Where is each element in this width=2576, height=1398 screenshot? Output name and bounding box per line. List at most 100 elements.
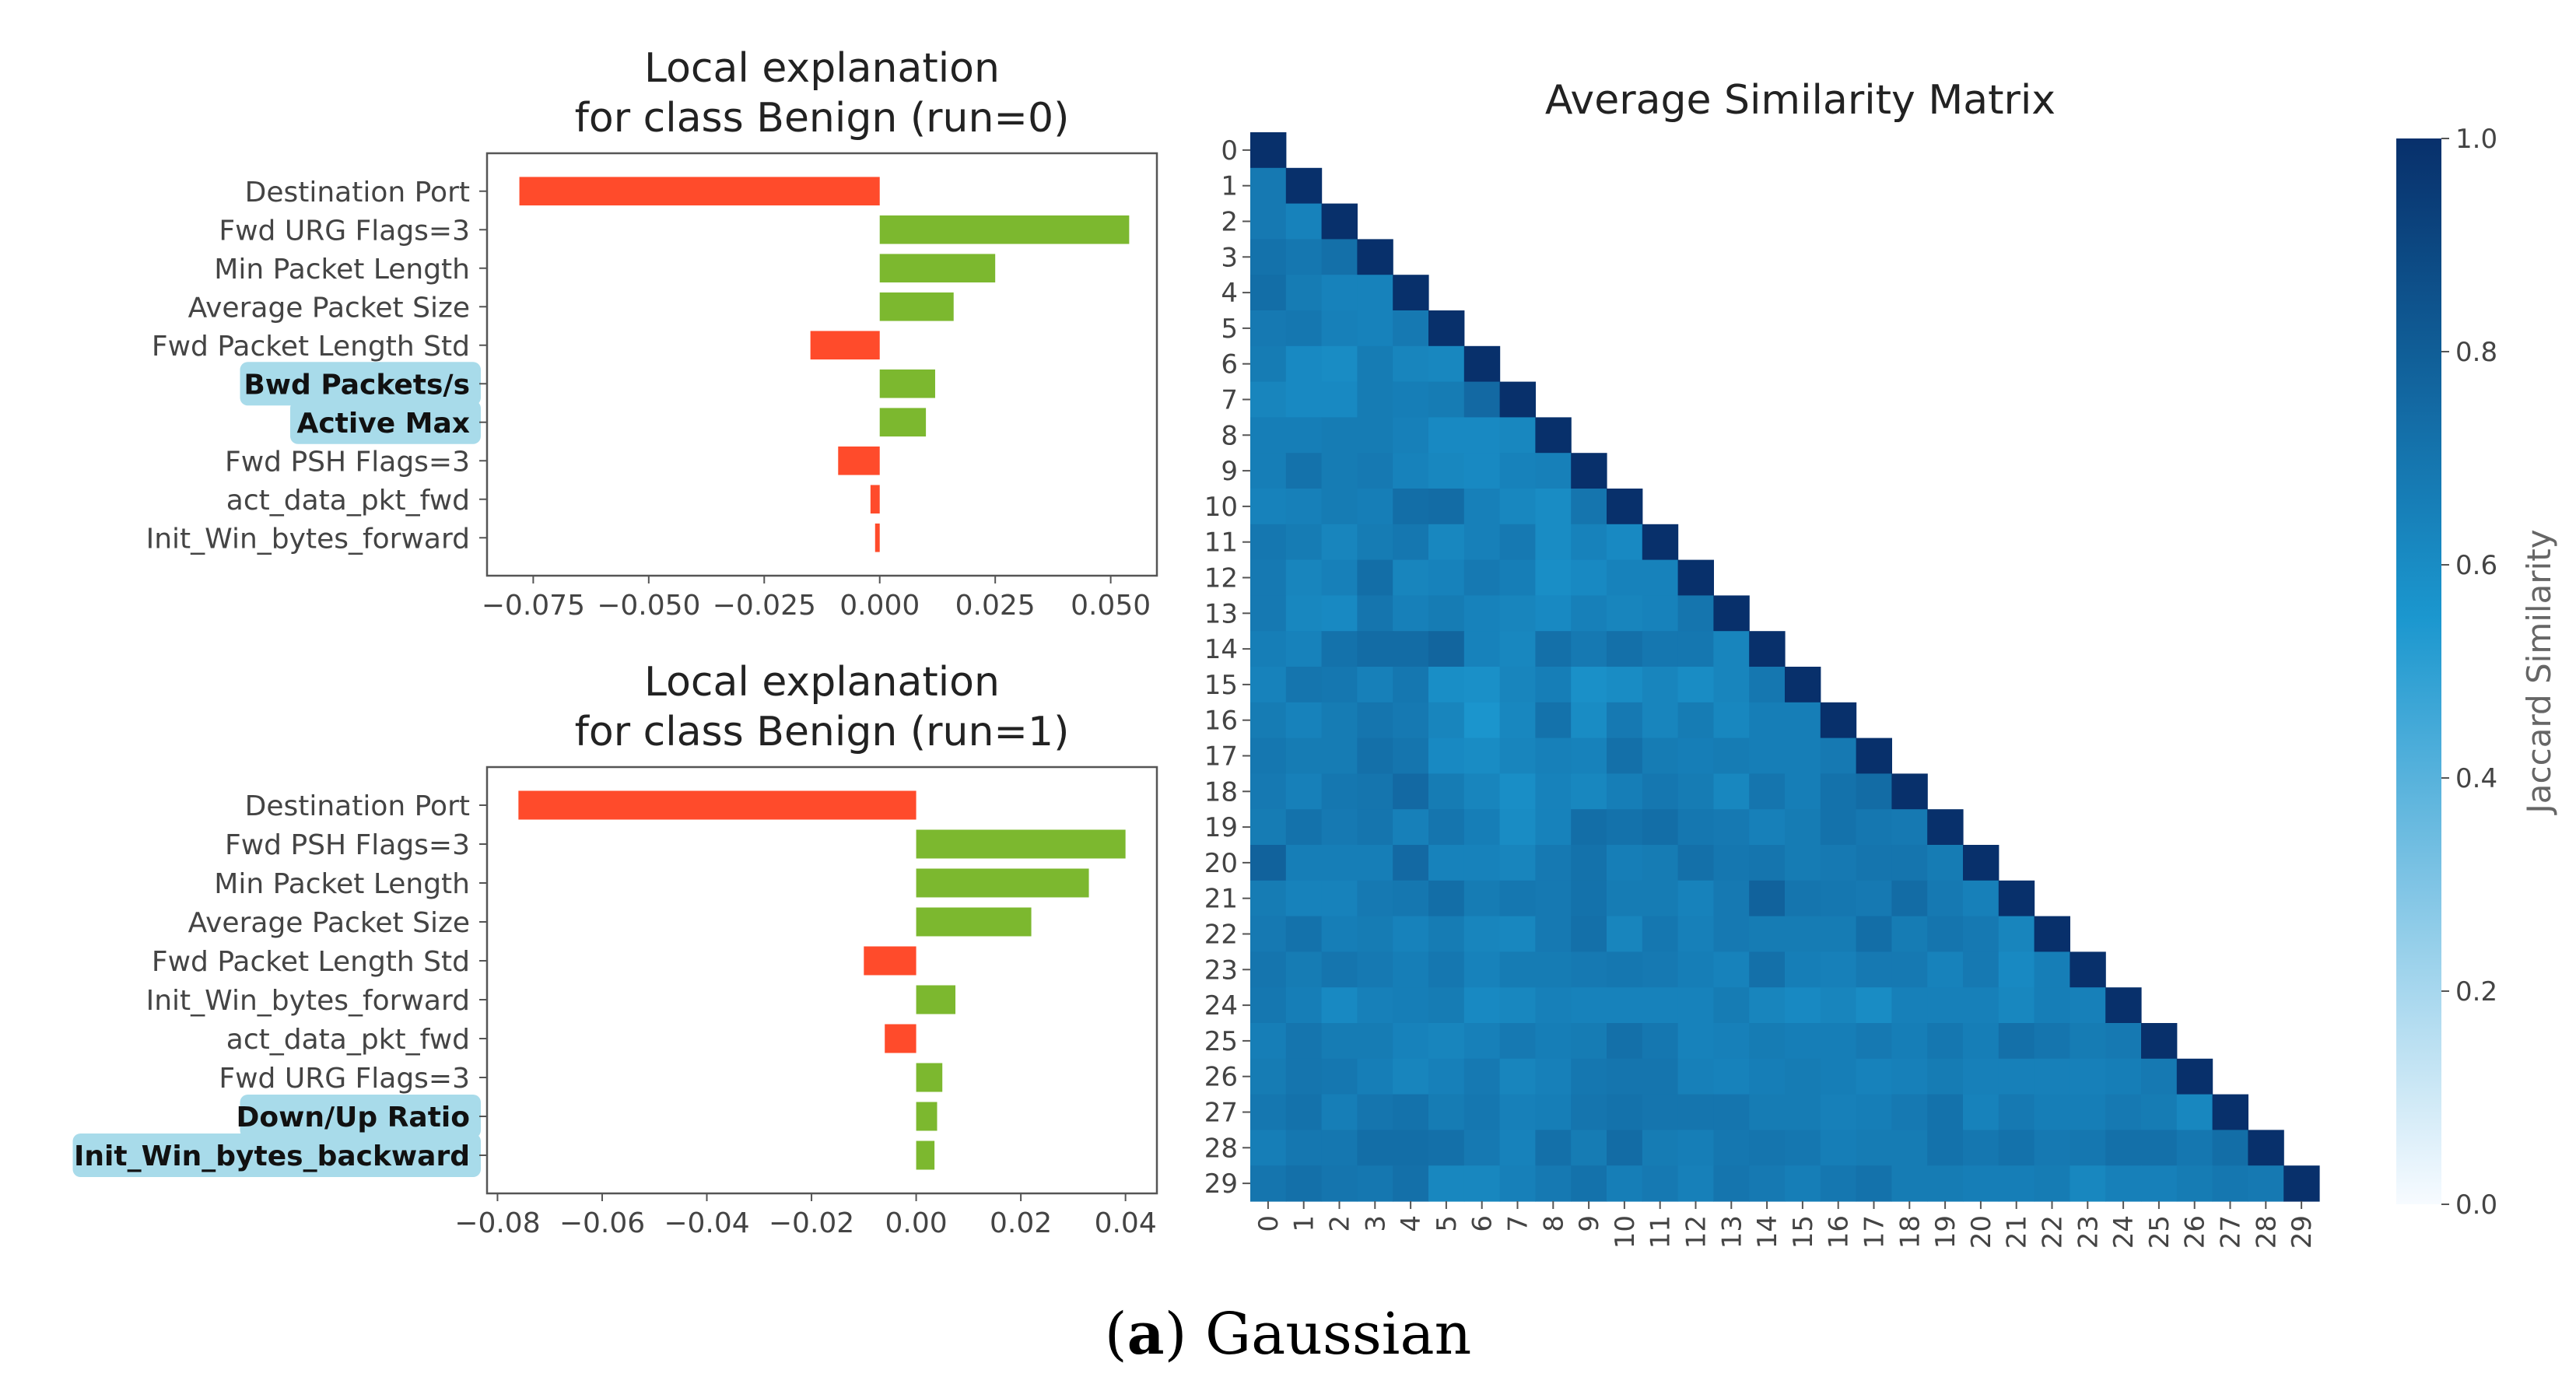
category-label: Min Packet Length	[214, 868, 470, 900]
heatmap-cell	[1927, 1165, 1964, 1202]
heatmap-cell	[1571, 1094, 1607, 1130]
heatmap-cell	[1250, 987, 1287, 1024]
heatmap-cell	[1677, 559, 1714, 596]
heatmap-cell	[1428, 417, 1465, 454]
heatmap-cell	[1285, 203, 1323, 240]
heatmap-cell	[1785, 773, 1821, 810]
x-tick-label: −0.06	[559, 1207, 645, 1239]
col-label: 11	[1645, 1215, 1677, 1249]
row-label: 10	[1204, 492, 1238, 523]
heatmap-cell	[1820, 1165, 1857, 1202]
row-label: 14	[1204, 634, 1238, 665]
heatmap-cell	[1749, 667, 1786, 703]
heatmap-cell	[1250, 880, 1287, 917]
heatmap-cell	[1463, 845, 1501, 881]
heatmap-cell	[1607, 559, 1643, 596]
heatmap-cell	[2070, 1058, 2106, 1095]
heatmap-cell	[1321, 1130, 1358, 1166]
heatmap-cell	[1642, 916, 1679, 952]
heatmap-cell	[1856, 773, 1892, 810]
row-label: 29	[1204, 1169, 1238, 1200]
heatmap-cell	[1357, 916, 1393, 952]
heatmap-cell	[2283, 1165, 2320, 1202]
heatmap-cell	[1321, 987, 1358, 1024]
heatmap-cell	[2034, 951, 2070, 988]
heatmap-cell	[1607, 1165, 1643, 1202]
heatmap-cell	[1642, 809, 1679, 846]
heatmap-cell	[1285, 453, 1323, 489]
heatmap-cell	[1321, 1023, 1358, 1060]
bar	[810, 331, 880, 360]
heatmap-cell	[1571, 987, 1607, 1024]
heatmap-cell	[2034, 916, 2070, 952]
heatmap-cell	[1463, 880, 1501, 917]
heatmap-cell	[1571, 1165, 1607, 1202]
heatmap-cell	[1285, 417, 1323, 454]
col-label: 0	[1253, 1215, 1284, 1232]
heatmap-cell	[1321, 559, 1358, 596]
heatmap-cell	[1428, 1023, 1465, 1060]
row-label: 27	[1204, 1098, 1238, 1129]
heatmap-cell	[1820, 809, 1857, 846]
col-label: 2	[1325, 1215, 1356, 1232]
heatmap-cell	[1463, 809, 1501, 846]
heatmap-cell	[1785, 987, 1821, 1024]
heatmap-cell	[1357, 667, 1393, 703]
heatmap-cell	[1357, 702, 1393, 739]
heatmap-cell	[1499, 1094, 1536, 1130]
heatmap-cell	[1499, 381, 1536, 418]
heatmap-cell	[1428, 667, 1465, 703]
heatmap-cell	[1321, 1094, 1358, 1130]
heatmap-cell	[1963, 880, 1999, 917]
heatmap-cell	[1677, 1023, 1714, 1060]
col-label: 16	[1824, 1215, 1855, 1249]
heatmap-cell	[2141, 1130, 2178, 1166]
heatmap-cell	[1607, 702, 1643, 739]
heatmap-cell	[1357, 809, 1393, 846]
heatmap-cell	[1642, 987, 1679, 1024]
heatmap-cell	[1463, 453, 1501, 489]
heatmap-cell	[1856, 916, 1892, 952]
heatmap-cell	[2248, 1165, 2284, 1202]
heatmap-cell	[1891, 1130, 1928, 1166]
heatmap-cell	[1393, 880, 1429, 917]
heatmap-cell	[1642, 631, 1679, 667]
heatmap-cell	[1393, 489, 1429, 525]
heatmap-cell	[1963, 1165, 1999, 1202]
heatmap-cell	[1428, 453, 1465, 489]
heatmap-cell	[1321, 310, 1358, 347]
heatmap-cell	[1891, 916, 1928, 952]
heatmap-cell	[1927, 951, 1964, 988]
heatmap-cell	[1321, 951, 1358, 988]
heatmap-cell	[1250, 1165, 1287, 1202]
category-label: Init_Win_bytes_forward	[146, 985, 470, 1017]
heatmap-cell	[1499, 559, 1536, 596]
heatmap-cell	[1428, 738, 1465, 774]
heatmap-cell	[1393, 275, 1429, 311]
bar	[879, 408, 927, 437]
heatmap-cell	[2070, 987, 2106, 1024]
heatmap-cell	[1428, 1165, 1465, 1202]
heatmap-cell	[1463, 916, 1501, 952]
heatmap-cell	[1713, 987, 1750, 1024]
heatmap-cell	[1428, 702, 1465, 739]
heatmap-cell	[1357, 1165, 1393, 1202]
heatmap-cell	[1820, 1023, 1857, 1060]
category-label: Fwd Packet Length Std	[152, 946, 470, 978]
heatmap-cell	[2070, 1023, 2106, 1060]
category-label: Fwd URG Flags=3	[219, 1063, 470, 1095]
row-label: 18	[1204, 776, 1238, 808]
heatmap-cell	[1820, 1130, 1857, 1166]
heatmap-cell	[1463, 417, 1501, 454]
heatmap-cell	[1749, 1094, 1786, 1130]
heatmap-cell	[1571, 880, 1607, 917]
row-label: 8	[1221, 420, 1238, 451]
heatmap-cell	[1856, 1058, 1892, 1095]
heatmap-cell	[1357, 845, 1393, 881]
heatmap-cell	[2141, 1165, 2178, 1202]
row-label: 16	[1204, 706, 1238, 737]
heatmap-cell	[1749, 1130, 1786, 1166]
heatmap-cell	[1571, 916, 1607, 952]
heatmap-cell	[1499, 524, 1536, 561]
